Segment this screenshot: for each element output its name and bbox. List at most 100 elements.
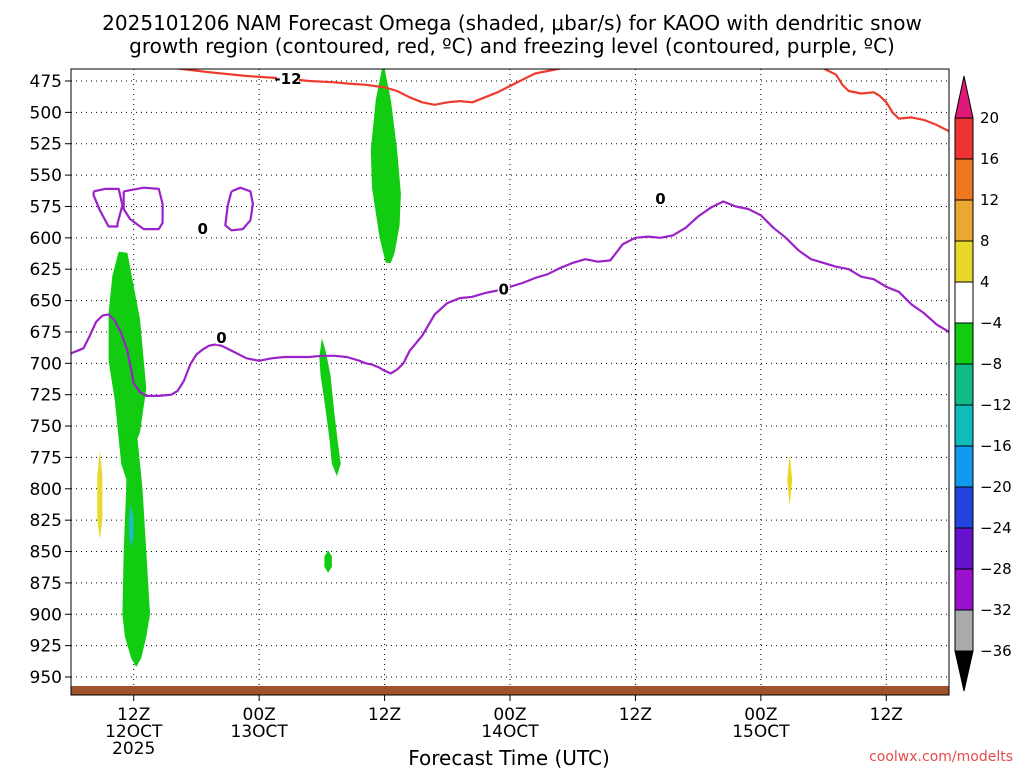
omega-patch-2-3: [319, 338, 341, 477]
contour-1-1: [92, 187, 124, 228]
red-contour-label-bg: [276, 70, 299, 85]
omega-patch-2-4: [324, 550, 332, 573]
y-tick-label-675: 675: [30, 323, 62, 343]
y-tick-label-700: 700: [30, 354, 62, 374]
colorbar: 20 16 12 8 4 −4 −8 −12 −16 −20 −24 −28 −32 −36: [954, 75, 1012, 692]
y-tick-label-550: 550: [30, 166, 62, 186]
x-tick-label-0-year: 2025: [112, 739, 155, 759]
purple-contour-label-3: 0: [197, 220, 207, 238]
contour-lines: -12 0 0 0 0: [71, 69, 949, 397]
chart-title-line2: growth region (contoured, red, ºC) and f…: [129, 34, 895, 58]
red-contour-label: -12: [274, 70, 301, 88]
chart-titles: 2025101206 NAM Forecast Omega (shaded, μ…: [102, 11, 922, 58]
contour-0-0: [177, 69, 561, 106]
x-tick-label-60-time: 12Z: [870, 705, 903, 725]
x-tick-label-20-time: 12Z: [368, 705, 401, 725]
colorbar-band-7: [954, 404, 974, 447]
y-tick-label-925: 925: [30, 637, 62, 657]
y-tick-label-800: 800: [30, 480, 62, 500]
omega-patch-3-0: [128, 503, 134, 547]
colorbar-label-2: 12: [980, 191, 999, 209]
colorbar-band-11: [954, 568, 974, 611]
chart-title-line1: 2025101206 NAM Forecast Omega (shaded, μ…: [102, 11, 922, 35]
colorbar-label-4: 4: [980, 273, 990, 291]
omega-patch-4-0: [97, 451, 103, 539]
y-tick-label-875: 875: [30, 574, 62, 594]
x-tick-label-0-time: 12Z: [117, 705, 150, 725]
colorbar-label-1: 16: [980, 150, 999, 168]
colorbar-label-0: 20: [980, 109, 999, 127]
y-tick-label-900: 900: [30, 605, 62, 625]
colorbar-band-3: [954, 240, 974, 283]
colorbar-band-8: [954, 445, 974, 488]
contour-0-2: [819, 69, 949, 133]
x-tick-label-50-time: 00Z: [744, 705, 777, 725]
contour-1-2: [122, 186, 164, 231]
colorbar-bottom-triangle: [954, 650, 974, 692]
x-axis-label: Forecast Time (UTC): [408, 746, 610, 768]
y-tick-label-575: 575: [30, 197, 62, 217]
colorbar-band-4: [954, 281, 974, 324]
colorbar-label-7: −12: [980, 396, 1012, 414]
x-tick-label-10-date: 13OCT: [231, 722, 289, 742]
omega-patch-4-1: [787, 453, 793, 507]
y-tick-label-725: 725: [30, 386, 62, 406]
plot-frame: [70, 68, 950, 696]
contour-1-3: [224, 186, 254, 232]
omega-shading: [97, 69, 793, 667]
omega-patch-2-2: [370, 69, 401, 263]
colorbar-label-9: −20: [980, 478, 1012, 496]
y-tick-label-825: 825: [30, 511, 62, 531]
terrain-band: [71, 686, 949, 695]
colorbar-label-8: −16: [980, 437, 1012, 455]
colorbar-band-12: [954, 609, 974, 652]
x-tick-label-0-date: 12OCT: [105, 722, 163, 742]
y-tick-label-475: 475: [30, 72, 62, 92]
y-tick-label-775: 775: [30, 448, 62, 468]
colorbar-label-5: −4: [980, 314, 1002, 332]
watermark: coolwx.com/modelts: [869, 749, 1013, 765]
contour-0-1: [566, 69, 579, 70]
purple-contour-label-0: 0: [216, 329, 226, 347]
y-tick-label-625: 625: [30, 260, 62, 280]
purple-contour-label-bg-2: [654, 190, 667, 205]
omega-patch-2-0: [108, 251, 147, 487]
x-tick-label-40-time: 12Z: [619, 705, 652, 725]
grid-lines: [71, 69, 949, 695]
x-tick-label-50-date: 15OCT: [732, 722, 790, 742]
y-tick-label-850: 850: [30, 543, 62, 563]
colorbar-band-1: [954, 158, 974, 201]
x-tick-label-30-date: 14OCT: [481, 722, 539, 742]
colorbar-band-6: [954, 363, 974, 406]
y-tick-label-600: 600: [30, 229, 62, 249]
colorbar-band-0: [954, 117, 974, 160]
colorbar-label-10: −24: [980, 519, 1012, 537]
omega-patch-2-1: [122, 432, 150, 667]
colorbar-top-triangle: [954, 75, 974, 119]
purple-contour-label-bg-0: [215, 330, 228, 345]
colorbar-band-5: [954, 322, 974, 365]
purple-contour-label-1: 0: [499, 280, 509, 298]
colorbar-label-12: −32: [980, 601, 1012, 619]
y-tick-label-750: 750: [30, 417, 62, 437]
y-tick-label-950: 950: [30, 668, 62, 688]
colorbar-band-2: [954, 199, 974, 242]
colorbar-label-11: −28: [980, 560, 1012, 578]
y-axis: 475 500 525 550 575 600 625 650 675 700 725 750 775 8…: [30, 72, 71, 688]
terrain-strip: [71, 686, 949, 695]
colorbar-label-13: −36: [980, 642, 1012, 660]
contour-1-0: [71, 200, 949, 397]
purple-contour-label-bg-3: [196, 221, 209, 236]
colorbar-label-3: 8: [980, 232, 990, 250]
purple-contour-label-bg-1: [497, 281, 510, 296]
purple-contour-label-2: 0: [655, 190, 665, 208]
y-tick-label-650: 650: [30, 292, 62, 312]
y-tick-label-525: 525: [30, 135, 62, 155]
colorbar-band-9: [954, 486, 974, 529]
x-tick-label-30-time: 00Z: [493, 705, 526, 725]
colorbar-label-6: −8: [980, 355, 1002, 373]
colorbar-band-10: [954, 527, 974, 570]
x-tick-label-10-time: 00Z: [243, 705, 276, 725]
